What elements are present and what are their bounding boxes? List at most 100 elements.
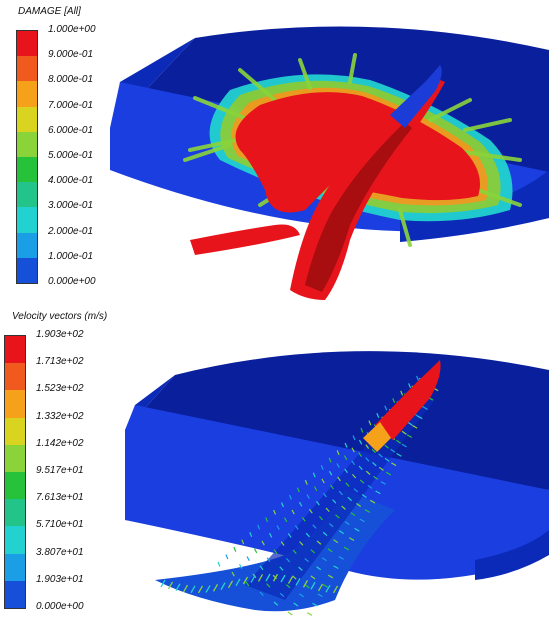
damage-legend-title: DAMAGE [All] (18, 6, 81, 17)
colorbar-band (17, 31, 37, 57)
velocity-vector (365, 470, 371, 475)
block-top-surface (125, 351, 549, 490)
velocity-vector (312, 524, 317, 529)
velocity-vector (333, 565, 339, 570)
velocity-vector (190, 585, 196, 594)
velocity-vector (361, 493, 367, 498)
velocity-vector (298, 566, 303, 571)
colorbar-tick-label: 1.903e+02 (36, 329, 84, 340)
velocity-vector (332, 499, 337, 504)
velocity-vector (375, 490, 381, 495)
colorbar-tick-label: 8.000e-01 (48, 74, 94, 86)
velocity-vector (358, 465, 363, 471)
velocity-vector (293, 602, 299, 607)
velocity-vector (408, 383, 412, 389)
velocity-vector (225, 554, 229, 560)
velocity-vector (261, 540, 265, 546)
colorbar-band (17, 131, 37, 158)
velocity-vector (279, 592, 285, 598)
velocity-vector (268, 532, 273, 538)
velocity-vector (406, 434, 413, 439)
velocity-vector (265, 573, 271, 582)
velocity-vector (296, 487, 300, 493)
velocity-vector (407, 421, 413, 426)
velocity-vector (384, 405, 388, 411)
velocity-legend-title: Velocity vectors (m/s) (12, 311, 108, 322)
colorbar-tick-label: 3.807e+01 (36, 546, 84, 558)
velocity-vector (364, 509, 371, 513)
velocity-vector (197, 585, 204, 594)
velocity-vector (338, 490, 343, 496)
colorbar-tick-label: 5.710e+01 (36, 519, 84, 531)
damage-colorbar (16, 30, 38, 284)
projectile-head (375, 360, 441, 440)
colorbar-band (5, 472, 25, 500)
velocity-vector (338, 555, 344, 560)
velocity-vector (344, 521, 350, 526)
velocity-vector (299, 593, 305, 598)
velocity-vector (321, 478, 325, 484)
colorbar-band (17, 182, 37, 208)
projectile (390, 65, 442, 128)
colorbar-tick-label: 9.517e+01 (36, 465, 84, 476)
colorbar-band (17, 56, 37, 82)
velocity-vector (317, 593, 323, 598)
velocity-vector (310, 575, 316, 580)
colorbar-band (5, 580, 25, 609)
colorbar-tick-label: 9.000e-01 (48, 49, 94, 61)
velocity-vector (422, 406, 428, 410)
velocity-vector (352, 435, 356, 441)
velocity-vector (365, 444, 370, 449)
colorbar-tick-label: 0.000e+00 (36, 601, 84, 612)
velocity-vector (259, 565, 264, 571)
crater-shadow (305, 122, 412, 292)
velocity-vector (344, 468, 348, 474)
velocity-vector (304, 557, 309, 563)
velocity-vector (242, 576, 249, 585)
velocity-vector (332, 585, 339, 594)
velocity-vector (241, 539, 245, 545)
velocity-vector (272, 573, 279, 582)
velocity-vector (287, 576, 294, 584)
colorbar-tick-label: 1.903e+01 (36, 573, 84, 585)
velocity-vector (257, 524, 261, 530)
velocity-vector (328, 470, 333, 476)
velocity-vector (246, 556, 250, 561)
colorbar-band (5, 390, 25, 419)
velocity-colorbar (4, 335, 26, 609)
velocity-vector (266, 557, 271, 563)
velocity-vector (341, 505, 346, 510)
velocity-vector (336, 463, 340, 468)
colorbar-band (17, 81, 37, 108)
velocity-vector (313, 486, 318, 492)
velocity-vector (294, 525, 299, 530)
velocity-vector (416, 375, 420, 381)
velocity-vector (343, 455, 348, 461)
colorbar-tick-label: 4.000e-01 (48, 175, 94, 187)
colorbar-tick-label: 7.613e+01 (36, 492, 84, 504)
velocity-vector (295, 578, 301, 586)
velocity-vector (380, 481, 386, 485)
colorbar-tick-label: 7.000e-01 (48, 99, 94, 111)
velocity-panel: Velocity vectors (m/s) 1.903e+02 1.713e+0… (0, 305, 549, 623)
velocity-vector (257, 574, 264, 582)
colorbar-tick-label: 3.000e-01 (48, 200, 94, 212)
colorbar-band (5, 526, 25, 555)
velocity-vector (298, 501, 303, 507)
velocity-vector (392, 398, 396, 404)
velocity-vector (335, 514, 340, 519)
velocity-vector (359, 518, 365, 523)
velocity-vector (217, 561, 221, 567)
velocity-vector (308, 508, 313, 514)
velocity-vector (360, 427, 364, 433)
velocity-vector (322, 531, 328, 536)
velocity-vector (321, 557, 327, 562)
velocity-vector (273, 601, 279, 606)
velocity-vector (299, 541, 304, 546)
velocity-vector (376, 412, 380, 418)
velocity-vector (401, 443, 407, 448)
velocity-vector (265, 517, 269, 523)
velocity-vector (372, 462, 377, 467)
velocity-vector (304, 584, 310, 589)
damage-scene (110, 26, 549, 300)
